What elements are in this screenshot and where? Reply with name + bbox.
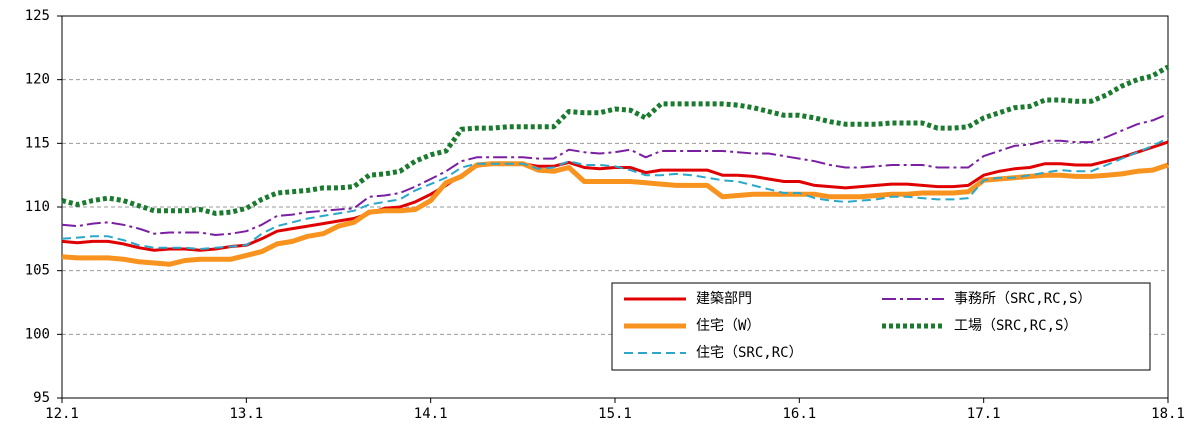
- series-line: [61, 140, 1169, 252]
- legend-label: 建築部門: [696, 291, 752, 307]
- x-tick-label: 12.1: [45, 406, 79, 422]
- y-tick-label: 125: [25, 8, 50, 24]
- y-tick-label: 105: [25, 263, 50, 279]
- plot-frame: [61, 15, 1169, 399]
- legend-label: 住宅（W）: [696, 318, 760, 334]
- x-tick-label: 14.1: [414, 406, 448, 422]
- y-tick-label: 120: [25, 72, 50, 88]
- series-line: [61, 64, 1170, 216]
- y-tick-label: 95: [33, 390, 50, 406]
- legend-label: 事務所（SRC,RC,S）: [954, 291, 1091, 307]
- series-line: [61, 137, 1169, 250]
- legend-label: 工場（SRC,RC,S）: [954, 318, 1077, 334]
- y-tick-label: 100: [25, 326, 50, 342]
- y-tick-label: 115: [25, 135, 50, 151]
- y-tick-label: 110: [25, 199, 50, 215]
- x-tick-label: 18.1: [1151, 406, 1185, 422]
- x-tick-label: 16.1: [782, 406, 816, 422]
- legend-box: [611, 282, 1151, 371]
- series-line: [61, 113, 1169, 236]
- x-tick-label: 17.1: [967, 406, 1001, 422]
- legend-label: 住宅（SRC,RC）: [696, 345, 803, 361]
- x-tick-label: 15.1: [598, 406, 632, 422]
- x-tick-label: 13.1: [229, 406, 263, 422]
